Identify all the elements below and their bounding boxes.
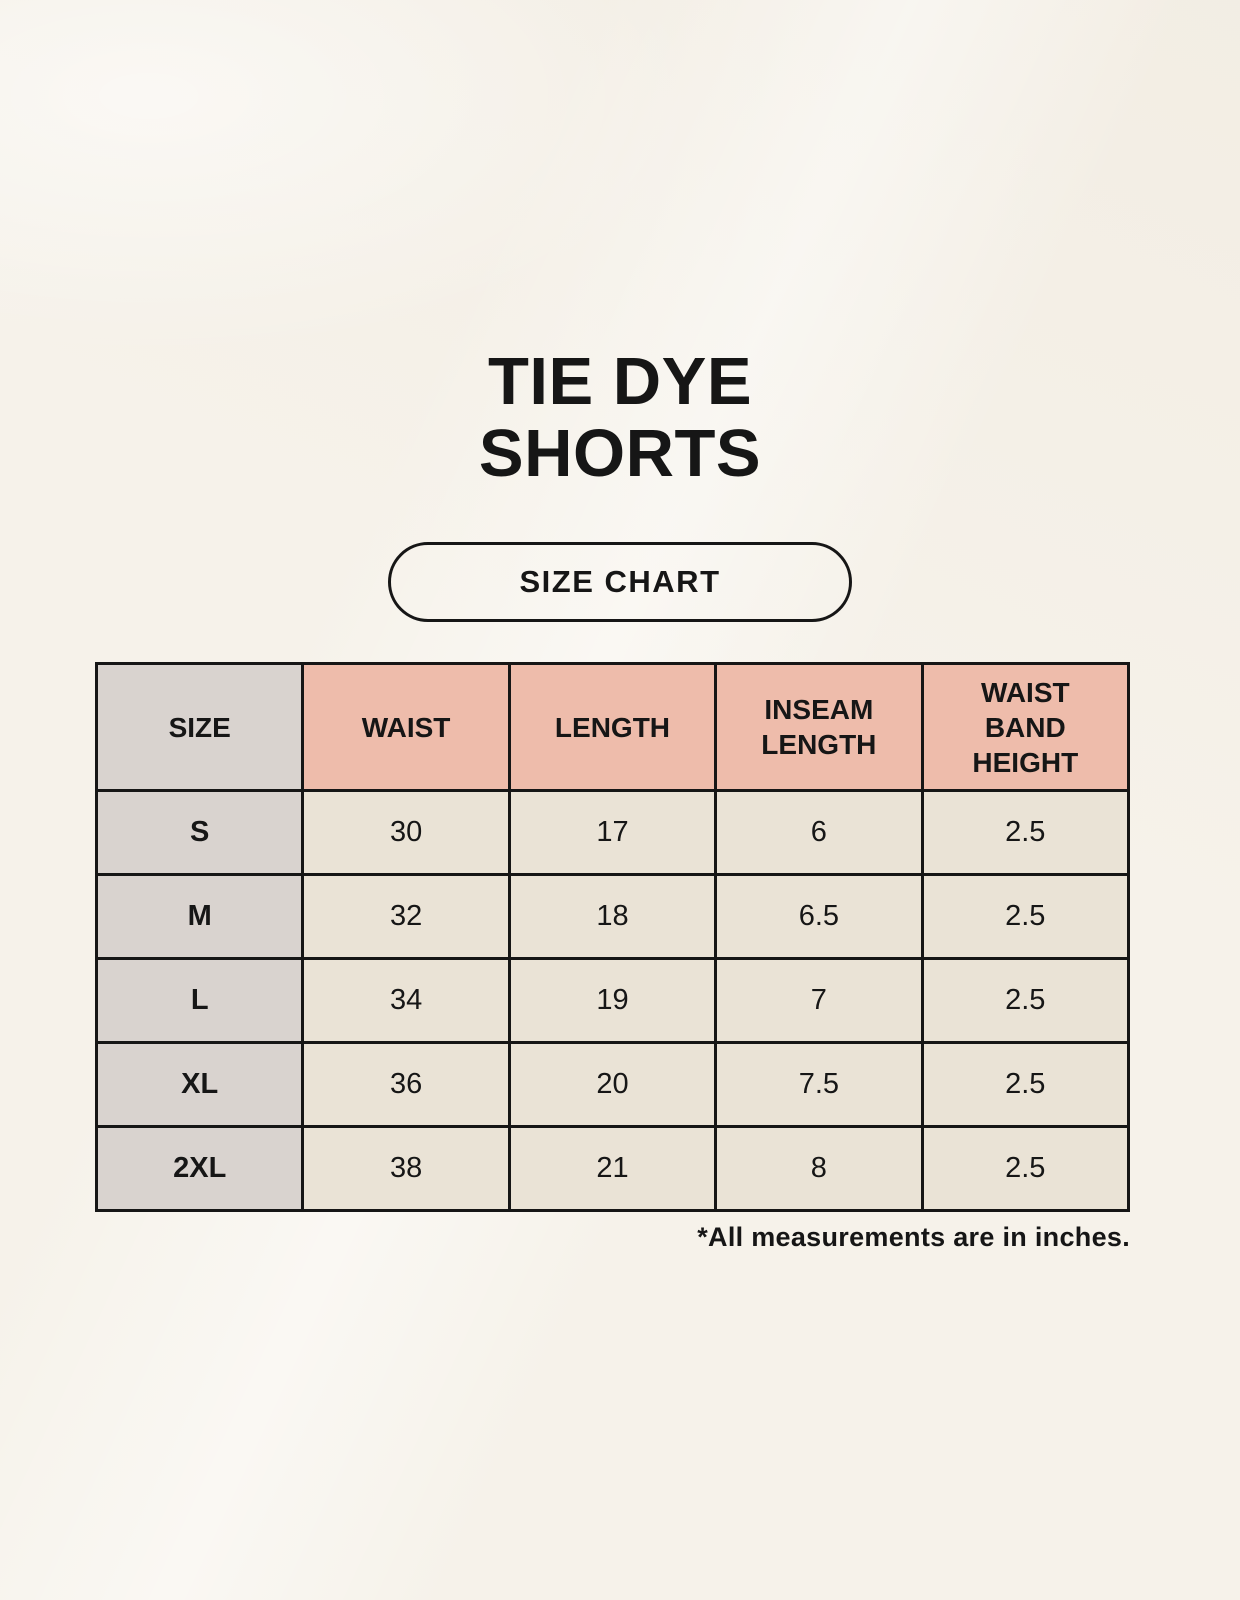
col-header-size: SIZE <box>94 662 305 792</box>
table-cell-2xl-inseam: 8 <box>714 1125 924 1212</box>
table-cell-2xl-length: 21 <box>507 1125 718 1212</box>
col-header-waist-band-height: WAIST BAND HEIGHT <box>920 662 1131 792</box>
col-header-length: LENGTH <box>507 662 718 792</box>
table-cell-l-inseam: 7 <box>714 957 924 1044</box>
table-row-l: L 34 19 7 2.5 <box>94 957 1131 1044</box>
table-cell-s-waistband: 2.5 <box>920 789 1131 876</box>
size-chart-button[interactable]: SIZE CHART <box>388 542 852 622</box>
col-header-waist: WAIST <box>301 662 511 792</box>
col-header-inseam-length: INSEAM LENGTH <box>714 662 924 792</box>
table-cell-xl-length: 20 <box>507 1041 718 1128</box>
table-cell-m-inseam: 6.5 <box>714 873 924 960</box>
table-cell-l-waist: 34 <box>301 957 511 1044</box>
row-label-xl: XL <box>94 1041 305 1128</box>
table-cell-l-waistband: 2.5 <box>920 957 1131 1044</box>
table-cell-m-length: 18 <box>507 873 718 960</box>
size-chart-button-label: SIZE CHART <box>519 564 721 599</box>
table-cell-m-waist: 32 <box>301 873 511 960</box>
row-label-l: L <box>94 957 305 1044</box>
row-label-m: M <box>94 873 305 960</box>
table-row-xl: XL 36 20 7.5 2.5 <box>94 1041 1131 1128</box>
measurements-footnote: *All measurements are in inches. <box>697 1222 1130 1252</box>
table-row-2xl: 2XL 38 21 8 2.5 <box>94 1125 1131 1212</box>
table-cell-xl-inseam: 7.5 <box>714 1041 924 1128</box>
table-row-s: S 30 17 6 2.5 <box>94 789 1131 876</box>
product-title: TIE DYE SHORTS <box>0 346 1240 490</box>
table-cell-xl-waist: 36 <box>301 1041 511 1128</box>
table-cell-2xl-waist: 38 <box>301 1125 511 1212</box>
product-title-line1: TIE DYE <box>487 344 753 419</box>
table-header-row: SIZE WAIST LENGTH INSEAM LENGTH WAIST BA… <box>94 662 1131 792</box>
size-chart-table: SIZE WAIST LENGTH INSEAM LENGTH WAIST BA… <box>94 662 1131 1212</box>
product-title-line2: SHORTS <box>478 416 762 491</box>
table-row-m: M 32 18 6.5 2.5 <box>94 873 1131 960</box>
table-cell-2xl-waistband: 2.5 <box>920 1125 1131 1212</box>
table-cell-s-inseam: 6 <box>714 789 924 876</box>
table-cell-l-length: 19 <box>507 957 718 1044</box>
row-label-s: S <box>94 789 305 876</box>
table-cell-s-waist: 30 <box>301 789 511 876</box>
row-label-2xl: 2XL <box>94 1125 305 1212</box>
table-cell-m-waistband: 2.5 <box>920 873 1131 960</box>
table-cell-xl-waistband: 2.5 <box>920 1041 1131 1128</box>
table-cell-s-length: 17 <box>507 789 718 876</box>
